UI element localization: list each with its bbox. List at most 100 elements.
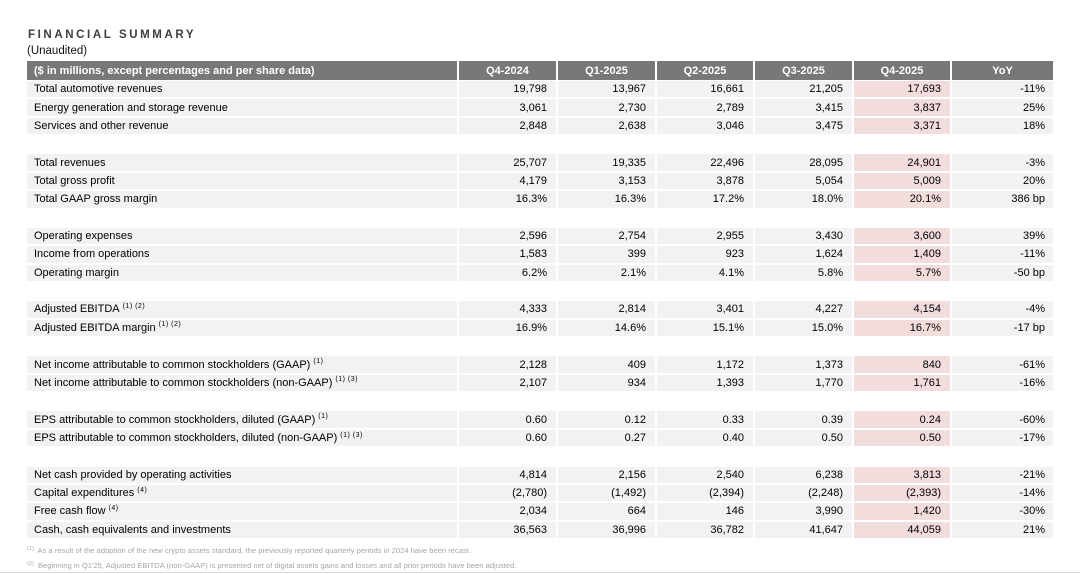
column-header-q2-2025: Q2-2025 [655,61,753,81]
cell-q4-2025: 16.7% [852,319,950,339]
cell-q4-2025: 24,901 [852,154,950,173]
column-header-q3-2025: Q3-2025 [753,61,852,81]
table-row: Free cash flow (4) 2,034 664 146 3,990 1,420 -3… [27,503,1053,522]
table-spacer-row [27,448,1053,466]
table-row: Total gross profit 4,179 3,153 3,878 5,054 5,… [27,172,1053,192]
cell-q4-2025: 1,409 [852,246,950,265]
cell-q4-2025: (2,393) [852,484,950,504]
column-header-q1-2025: Q1-2025 [556,61,655,81]
cell-q2-2025: 2,540 [655,466,753,485]
financial-summary-table: ($ in millions, except percentages and p… [27,61,1053,540]
cell-q1-2025: 14.6% [556,319,655,339]
cell-q3-2025: (2,248) [753,484,852,504]
cell-q1-2025: 2,156 [556,466,655,485]
cell-q4-2025: 44,059 [852,521,950,540]
row-label: EPS attributable to common stockholders,… [27,429,457,449]
cell-q2-2025: 17.2% [655,191,753,210]
cell-q1-2025: 2,730 [556,99,655,118]
cell-q2-2025: 0.33 [655,411,753,430]
cell-q4-2024: 2,107 [457,374,556,394]
column-header-q4-2024: Q4-2024 [457,61,556,81]
cell-q4-2024: 2,848 [457,117,556,137]
cell-yoy: -14% [950,484,1053,504]
cell-yoy: -60% [950,411,1053,430]
cell-yoy: 20% [950,172,1053,192]
table-row: Net income attributable to common stockh… [27,374,1053,394]
cell-q2-2025: 16,661 [655,81,753,100]
cell-q3-2025: 21,205 [753,81,852,100]
cell-q4-2025: 1,420 [852,503,950,522]
table-header-row: ($ in millions, except percentages and p… [27,61,1053,81]
cell-yoy: -50 bp [950,264,1053,283]
footnote-reference: (1) (2) [122,302,146,310]
cell-q2-2025: 1,172 [655,356,753,375]
footnote-reference: (1) [318,413,329,421]
row-label: Net cash provided by operating activitie… [27,466,457,485]
table-row: Capital expenditures (4) (2,780) (1,492) (2,… [27,484,1053,504]
table-header-caption: ($ in millions, except percentages and p… [27,61,457,81]
cell-yoy: -16% [950,374,1053,394]
table-row: Cash, cash equivalents and investments 36… [27,521,1053,540]
cell-yoy: -4% [950,301,1053,320]
table-row: Adjusted EBITDA margin (1) (2) 16.9% 14.6% 1… [27,319,1053,339]
cell-q4-2024: 6.2% [457,264,556,283]
cell-yoy: -61% [950,356,1053,375]
cell-q4-2024: 19,798 [457,81,556,100]
cell-yoy: 25% [950,99,1053,118]
cell-q4-2024: 2,128 [457,356,556,375]
cell-q1-2025: 409 [556,356,655,375]
page-subtitle: (Unaudited) [27,45,88,57]
cell-q4-2024: 4,333 [457,301,556,320]
cell-q1-2025: 399 [556,246,655,265]
cell-q4-2024: 4,179 [457,172,556,192]
cell-q1-2025: 2,754 [556,227,655,247]
footnotes: (1) As a result of the adoption of the n… [27,544,1060,574]
table-row: Adjusted EBITDA (1) (2) 4,333 2,814 3,401 4,2… [27,301,1053,320]
cell-q2-2025: (2,394) [655,484,753,504]
cell-q4-2024: 4,814 [457,466,556,485]
row-label: Capital expenditures (4) [27,484,457,504]
cell-q3-2025: 15.0% [753,319,852,339]
cell-q3-2025: 1,624 [753,246,852,265]
table-spacer-row [27,393,1053,411]
table-row: Net cash provided by operating activitie… [27,466,1053,485]
table-row: EPS attributable to common stockholders,… [27,411,1053,430]
cell-q2-2025: 1,393 [655,374,753,394]
cell-q4-2024: 3,061 [457,99,556,118]
cell-q4-2025: 3,837 [852,99,950,118]
cell-q4-2024: 25,707 [457,154,556,173]
table-row: Energy generation and storage revenue 3,0… [27,99,1053,118]
footnote-reference: (1) (2) [158,321,182,329]
table-spacer-row [27,283,1053,301]
row-label: Total gross profit [27,172,457,192]
cell-q4-2024: 1,583 [457,246,556,265]
footnote-marker: (2) [27,561,34,567]
column-header-yoy: YoY [950,61,1053,81]
cell-q3-2025: 4,227 [753,301,852,320]
cell-q3-2025: 1,373 [753,356,852,375]
cell-q1-2025: 2.1% [556,264,655,283]
cell-yoy: 386 bp [950,191,1053,210]
footnote-reference: (1) [313,358,324,366]
footnote-reference: (4) [108,504,119,512]
cell-q4-2024: 0.60 [457,411,556,430]
footnote-marker: (1) [27,546,34,552]
cell-q4-2025: 17,693 [852,81,950,100]
cell-q2-2025: 146 [655,503,753,522]
cell-q2-2025: 3,401 [655,301,753,320]
cell-q1-2025: 36,996 [556,521,655,540]
cell-q3-2025: 28,095 [753,154,852,173]
row-label: Total automotive revenues [27,81,457,100]
cell-yoy: -17 bp [950,319,1053,339]
cell-q1-2025: 664 [556,503,655,522]
table-row: Total GAAP gross margin 16.3% 16.3% 17.2% 18… [27,191,1053,210]
cell-q4-2024: (2,780) [457,484,556,504]
table-spacer-row [27,338,1053,356]
cell-q3-2025: 5.8% [753,264,852,283]
column-header-q4-2025: Q4-2025 [852,61,950,81]
cell-q4-2025: 1,761 [852,374,950,394]
cell-q2-2025: 15.1% [655,319,753,339]
row-label: Income from operations [27,246,457,265]
cell-q2-2025: 3,046 [655,117,753,137]
cell-q4-2025: 5,009 [852,172,950,192]
